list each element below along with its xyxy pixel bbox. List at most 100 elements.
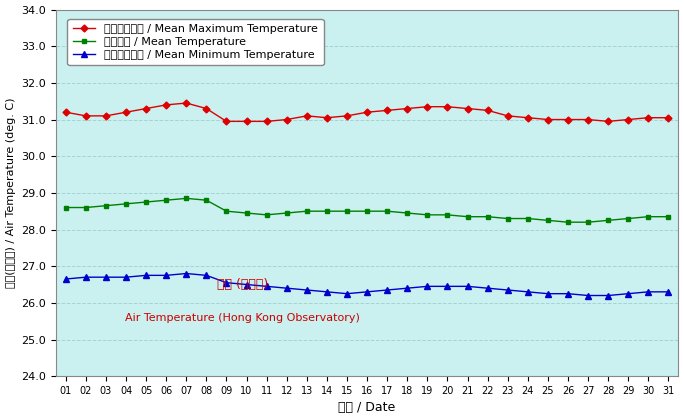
- 平均最高氣溫 / Mean Maximum Temperature: [122, 110, 130, 115]
- Text: 氣溫 (天文台): 氣溫 (天文台): [217, 278, 268, 291]
- 平均氣溫 / Mean Temperature: [162, 198, 170, 203]
- 平均最低氣溫 / Mean Minimum Temperature: [323, 289, 331, 294]
- 平均最高氣溫 / Mean Maximum Temperature: [383, 108, 391, 113]
- 平均最低氣溫 / Mean Minimum Temperature: [464, 284, 472, 289]
- 平均最低氣溫 / Mean Minimum Temperature: [503, 288, 512, 293]
- 平均最低氣溫 / Mean Minimum Temperature: [62, 276, 70, 281]
- Line: 平均最高氣溫 / Mean Maximum Temperature: 平均最高氣溫 / Mean Maximum Temperature: [64, 101, 671, 124]
- 平均最高氣溫 / Mean Maximum Temperature: [202, 106, 211, 111]
- 平均最低氣溫 / Mean Minimum Temperature: [102, 275, 110, 280]
- 平均氣溫 / Mean Temperature: [81, 205, 90, 210]
- 平均最高氣溫 / Mean Maximum Temperature: [323, 115, 331, 120]
- 平均最高氣溫 / Mean Maximum Temperature: [423, 104, 432, 109]
- 平均最高氣溫 / Mean Maximum Temperature: [484, 108, 492, 113]
- 平均氣溫 / Mean Temperature: [584, 220, 592, 225]
- 平均最低氣溫 / Mean Minimum Temperature: [263, 284, 271, 289]
- 平均最低氣溫 / Mean Minimum Temperature: [524, 289, 532, 294]
- 平均氣溫 / Mean Temperature: [62, 205, 70, 210]
- 平均最高氣溫 / Mean Maximum Temperature: [102, 113, 110, 118]
- 平均氣溫 / Mean Temperature: [544, 218, 552, 223]
- 平均最高氣溫 / Mean Maximum Temperature: [222, 119, 231, 124]
- 平均最低氣溫 / Mean Minimum Temperature: [403, 286, 411, 291]
- 平均最高氣溫 / Mean Maximum Temperature: [62, 110, 70, 115]
- 平均氣溫 / Mean Temperature: [503, 216, 512, 221]
- 平均最低氣溫 / Mean Minimum Temperature: [664, 289, 672, 294]
- 平均氣溫 / Mean Temperature: [484, 214, 492, 219]
- 平均最高氣溫 / Mean Maximum Temperature: [182, 100, 190, 105]
- 平均最低氣溫 / Mean Minimum Temperature: [162, 273, 170, 278]
- 平均最低氣溫 / Mean Minimum Temperature: [81, 275, 90, 280]
- 平均氣溫 / Mean Temperature: [624, 216, 632, 221]
- 平均最低氣溫 / Mean Minimum Temperature: [202, 273, 211, 278]
- 平均氣溫 / Mean Temperature: [122, 201, 130, 206]
- 平均最低氣溫 / Mean Minimum Temperature: [423, 284, 432, 289]
- 平均氣溫 / Mean Temperature: [343, 209, 351, 214]
- 平均氣溫 / Mean Temperature: [363, 209, 371, 214]
- 平均最低氣溫 / Mean Minimum Temperature: [564, 291, 572, 296]
- 平均氣溫 / Mean Temperature: [604, 218, 612, 223]
- 平均氣溫 / Mean Temperature: [303, 209, 311, 214]
- 平均最高氣溫 / Mean Maximum Temperature: [503, 113, 512, 118]
- 平均最低氣溫 / Mean Minimum Temperature: [182, 271, 190, 276]
- 平均最高氣溫 / Mean Maximum Temperature: [544, 117, 552, 122]
- 平均最高氣溫 / Mean Maximum Temperature: [664, 115, 672, 120]
- 平均氣溫 / Mean Temperature: [102, 203, 110, 208]
- 平均最高氣溫 / Mean Maximum Temperature: [524, 115, 532, 120]
- 平均最低氣溫 / Mean Minimum Temperature: [142, 273, 150, 278]
- 平均最高氣溫 / Mean Maximum Temperature: [443, 104, 451, 109]
- 平均氣溫 / Mean Temperature: [142, 200, 150, 205]
- 平均最高氣溫 / Mean Maximum Temperature: [81, 113, 90, 118]
- 平均最高氣溫 / Mean Maximum Temperature: [343, 113, 351, 118]
- 平均最低氣溫 / Mean Minimum Temperature: [282, 286, 291, 291]
- Line: 平均最低氣溫 / Mean Minimum Temperature: 平均最低氣溫 / Mean Minimum Temperature: [63, 271, 671, 298]
- 平均最高氣溫 / Mean Maximum Temperature: [363, 110, 371, 115]
- 平均氣溫 / Mean Temperature: [263, 213, 271, 218]
- 平均氣溫 / Mean Temperature: [564, 220, 572, 225]
- 平均氣溫 / Mean Temperature: [182, 196, 190, 201]
- 平均氣溫 / Mean Temperature: [222, 209, 231, 214]
- 平均氣溫 / Mean Temperature: [664, 214, 672, 219]
- 平均最低氣溫 / Mean Minimum Temperature: [443, 284, 451, 289]
- 平均最低氣溫 / Mean Minimum Temperature: [544, 291, 552, 296]
- 平均氣溫 / Mean Temperature: [242, 210, 250, 215]
- 平均最低氣溫 / Mean Minimum Temperature: [484, 286, 492, 291]
- 平均氣溫 / Mean Temperature: [524, 216, 532, 221]
- 平均氣溫 / Mean Temperature: [282, 210, 291, 215]
- Legend: 平均最高氣溫 / Mean Maximum Temperature, 平均氣溫 / Mean Temperature, 平均最低氣溫 / Mean Minimu: 平均最高氣溫 / Mean Maximum Temperature, 平均氣溫 …: [68, 19, 324, 66]
- 平均最高氣溫 / Mean Maximum Temperature: [162, 102, 170, 108]
- X-axis label: 日期 / Date: 日期 / Date: [339, 402, 396, 415]
- 平均最低氣溫 / Mean Minimum Temperature: [122, 275, 130, 280]
- 平均最低氣溫 / Mean Minimum Temperature: [343, 291, 351, 296]
- 平均最高氣溫 / Mean Maximum Temperature: [263, 119, 271, 124]
- 平均氣溫 / Mean Temperature: [443, 213, 451, 218]
- 平均最高氣溫 / Mean Maximum Temperature: [604, 119, 612, 124]
- 平均氣溫 / Mean Temperature: [464, 214, 472, 219]
- 平均最低氣溫 / Mean Minimum Temperature: [383, 288, 391, 293]
- 平均最低氣溫 / Mean Minimum Temperature: [222, 280, 231, 285]
- Y-axis label: 氣溫(攝氏度) / Air Temperature (deg. C): 氣溫(攝氏度) / Air Temperature (deg. C): [5, 97, 16, 288]
- 平均最高氣溫 / Mean Maximum Temperature: [624, 117, 632, 122]
- 平均最低氣溫 / Mean Minimum Temperature: [242, 282, 250, 287]
- 平均最高氣溫 / Mean Maximum Temperature: [303, 113, 311, 118]
- 平均氣溫 / Mean Temperature: [644, 214, 653, 219]
- Line: 平均氣溫 / Mean Temperature: 平均氣溫 / Mean Temperature: [64, 196, 671, 225]
- 平均最高氣溫 / Mean Maximum Temperature: [282, 117, 291, 122]
- 平均最高氣溫 / Mean Maximum Temperature: [564, 117, 572, 122]
- 平均最低氣溫 / Mean Minimum Temperature: [624, 291, 632, 296]
- 平均最低氣溫 / Mean Minimum Temperature: [604, 293, 612, 298]
- 平均最低氣溫 / Mean Minimum Temperature: [363, 289, 371, 294]
- 平均最低氣溫 / Mean Minimum Temperature: [644, 289, 653, 294]
- 平均最高氣溫 / Mean Maximum Temperature: [644, 115, 653, 120]
- 平均最高氣溫 / Mean Maximum Temperature: [403, 106, 411, 111]
- 平均氣溫 / Mean Temperature: [323, 209, 331, 214]
- 平均最高氣溫 / Mean Maximum Temperature: [464, 106, 472, 111]
- 平均最高氣溫 / Mean Maximum Temperature: [142, 106, 150, 111]
- 平均氣溫 / Mean Temperature: [423, 213, 432, 218]
- 平均氣溫 / Mean Temperature: [383, 209, 391, 214]
- 平均最高氣溫 / Mean Maximum Temperature: [242, 119, 250, 124]
- 平均氣溫 / Mean Temperature: [202, 198, 211, 203]
- Text: Air Temperature (Hong Kong Observatory): Air Temperature (Hong Kong Observatory): [125, 313, 360, 323]
- 平均最低氣溫 / Mean Minimum Temperature: [584, 293, 592, 298]
- 平均氣溫 / Mean Temperature: [403, 210, 411, 215]
- 平均最高氣溫 / Mean Maximum Temperature: [584, 117, 592, 122]
